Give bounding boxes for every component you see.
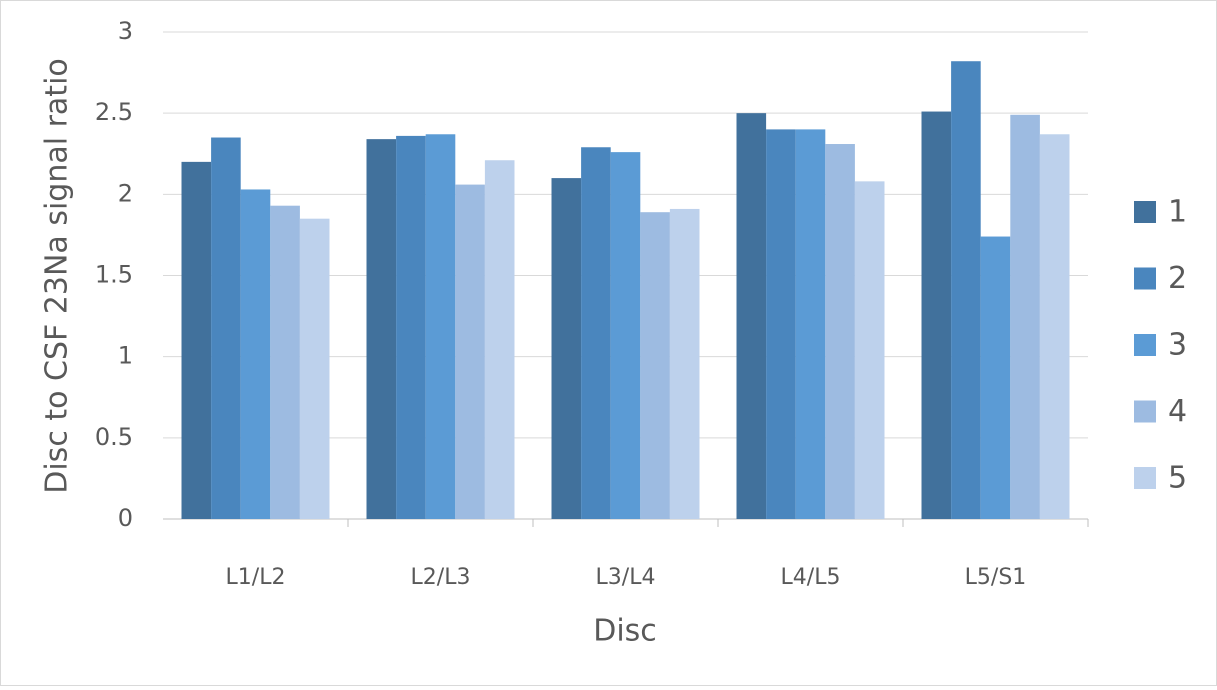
legend-label: 5 bbox=[1168, 461, 1187, 496]
x-tick-label: L1/L2 bbox=[226, 565, 286, 590]
bar bbox=[396, 135, 426, 520]
y-tick-label: 0 bbox=[118, 504, 133, 532]
bar bbox=[366, 139, 397, 519]
x-tick-label: L5/S1 bbox=[965, 565, 1027, 590]
y-tick-label: 1.5 bbox=[95, 261, 133, 289]
bar bbox=[1010, 114, 1040, 519]
bar bbox=[181, 161, 212, 519]
x-tick-label: L3/L4 bbox=[596, 565, 656, 590]
legend-swatch bbox=[1134, 201, 1156, 223]
bar bbox=[980, 236, 1011, 520]
bar bbox=[455, 184, 485, 520]
y-tick-label: 3 bbox=[118, 17, 133, 45]
bar bbox=[951, 61, 981, 519]
legend-swatch bbox=[1134, 267, 1156, 290]
y-tick-label: 0.5 bbox=[95, 423, 133, 451]
bar bbox=[610, 152, 641, 520]
bar bbox=[766, 129, 796, 519]
legend-swatch bbox=[1134, 467, 1156, 489]
bar bbox=[795, 129, 826, 519]
bar bbox=[240, 189, 271, 520]
bar bbox=[669, 208, 700, 519]
legend-label: 4 bbox=[1168, 394, 1187, 429]
x-tick-label: L4/L5 bbox=[781, 565, 841, 590]
bar bbox=[921, 111, 952, 519]
y-axis-title: Disc to CSF 23Na signal ratio bbox=[40, 58, 75, 494]
bar bbox=[825, 144, 855, 519]
legend-label: 2 bbox=[1168, 261, 1187, 296]
x-axis-title: Disc bbox=[593, 614, 657, 649]
bar bbox=[854, 181, 885, 519]
bar bbox=[299, 218, 330, 519]
bar bbox=[270, 205, 300, 520]
bar bbox=[211, 137, 241, 519]
bar bbox=[581, 147, 611, 520]
bar bbox=[551, 178, 582, 519]
legend-swatch bbox=[1134, 400, 1156, 423]
bar bbox=[1039, 134, 1070, 519]
x-tick-label: L2/L3 bbox=[411, 565, 471, 590]
y-tick-label: 2 bbox=[118, 179, 133, 207]
bar bbox=[640, 212, 670, 519]
legend-swatch bbox=[1134, 334, 1156, 356]
y-tick-label: 2.5 bbox=[95, 98, 133, 126]
y-tick-label: 1 bbox=[118, 342, 133, 370]
legend-label: 3 bbox=[1168, 328, 1187, 363]
bar bbox=[484, 160, 515, 519]
bar bbox=[425, 134, 456, 519]
legend-label: 1 bbox=[1168, 195, 1187, 230]
bar bbox=[736, 113, 767, 520]
